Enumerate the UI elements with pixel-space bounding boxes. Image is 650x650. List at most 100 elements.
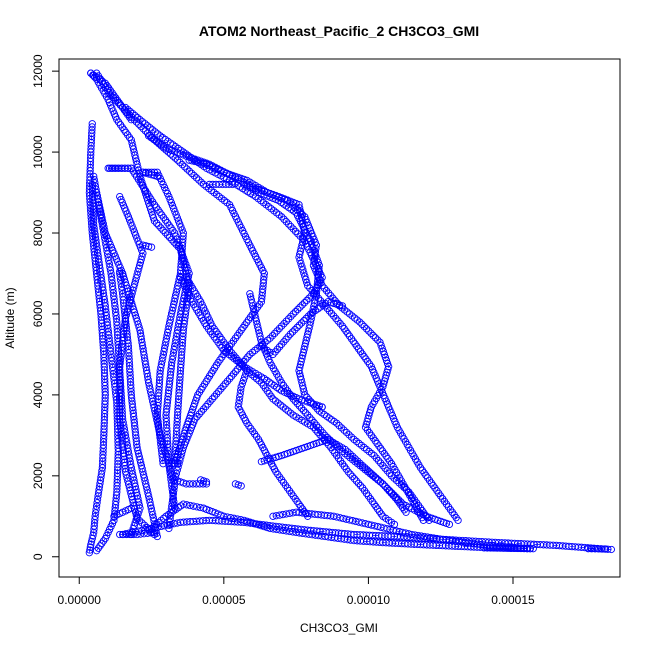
data-point bbox=[287, 222, 295, 231]
data-point bbox=[195, 176, 203, 184]
data-point bbox=[183, 501, 191, 509]
data-point bbox=[143, 529, 152, 537]
data-point bbox=[195, 410, 203, 418]
data-point bbox=[246, 350, 254, 359]
data-point bbox=[199, 180, 208, 189]
data-point bbox=[274, 399, 282, 407]
data-point bbox=[90, 175, 98, 184]
data-point bbox=[88, 123, 96, 131]
data-point bbox=[153, 172, 161, 181]
data-point bbox=[365, 447, 373, 456]
data-point bbox=[340, 306, 349, 314]
data-point bbox=[103, 82, 111, 90]
data-point bbox=[288, 328, 297, 336]
data-point bbox=[344, 468, 352, 476]
data-point bbox=[228, 349, 236, 357]
data-point bbox=[202, 402, 210, 411]
data-point bbox=[304, 312, 312, 320]
data-point bbox=[123, 530, 131, 539]
data-point bbox=[106, 86, 115, 95]
data-point bbox=[120, 106, 129, 114]
data-point bbox=[236, 389, 244, 398]
data-point bbox=[147, 529, 155, 537]
data-point bbox=[341, 445, 349, 454]
data-point bbox=[278, 322, 286, 330]
data-point bbox=[171, 460, 179, 468]
data-point bbox=[210, 392, 219, 401]
data-point bbox=[374, 505, 382, 513]
data-point bbox=[310, 254, 319, 263]
data-point bbox=[300, 299, 309, 307]
data-point bbox=[236, 359, 245, 367]
data-point bbox=[266, 334, 274, 342]
data-point bbox=[237, 482, 245, 490]
data-point bbox=[126, 530, 134, 539]
data-point bbox=[237, 386, 245, 394]
data-point bbox=[91, 512, 99, 520]
series-26-points bbox=[205, 180, 237, 189]
data-point bbox=[289, 395, 297, 403]
data-point bbox=[354, 479, 363, 487]
series-21-points bbox=[257, 435, 454, 529]
data-point bbox=[176, 245, 185, 253]
data-point bbox=[148, 126, 157, 134]
data-point bbox=[591, 545, 599, 553]
data-point bbox=[311, 248, 320, 256]
data-point bbox=[193, 503, 201, 511]
data-point bbox=[303, 278, 311, 287]
data-point bbox=[287, 312, 295, 321]
data-point bbox=[91, 509, 100, 517]
data-point bbox=[268, 332, 277, 340]
data-point bbox=[280, 320, 288, 328]
data-point bbox=[223, 513, 231, 521]
data-point bbox=[345, 431, 353, 439]
data-point bbox=[394, 496, 403, 504]
data-point bbox=[445, 520, 454, 529]
data-point bbox=[372, 474, 380, 482]
data-point bbox=[221, 380, 229, 388]
data-point bbox=[289, 225, 297, 233]
data-point bbox=[337, 424, 346, 432]
data-point bbox=[325, 307, 334, 315]
data-point bbox=[397, 498, 405, 506]
data-point bbox=[291, 326, 299, 334]
data-point bbox=[275, 324, 283, 333]
data-point bbox=[316, 431, 324, 439]
data-point bbox=[363, 466, 371, 474]
series-29-points bbox=[197, 476, 211, 486]
data-point bbox=[173, 460, 182, 468]
data-point bbox=[318, 281, 326, 290]
data-point bbox=[358, 320, 366, 328]
data-point bbox=[298, 301, 306, 309]
data-point bbox=[215, 387, 223, 395]
series-20-points bbox=[118, 516, 615, 554]
data-point bbox=[379, 462, 387, 470]
data-point bbox=[170, 238, 178, 246]
data-point bbox=[372, 454, 381, 462]
data-point bbox=[318, 403, 326, 411]
series-points bbox=[85, 69, 615, 557]
data-point bbox=[295, 321, 303, 329]
data-point bbox=[284, 333, 292, 341]
data-point bbox=[370, 500, 378, 508]
data-point bbox=[297, 404, 306, 412]
data-point bbox=[322, 287, 331, 295]
data-point bbox=[291, 397, 299, 405]
data-point bbox=[181, 163, 189, 171]
data-point bbox=[255, 377, 263, 385]
data-point bbox=[159, 226, 167, 234]
data-point bbox=[271, 329, 279, 338]
data-point bbox=[293, 399, 302, 408]
y-tick-label: 6000 bbox=[31, 300, 45, 327]
data-point bbox=[174, 243, 182, 251]
data-point bbox=[138, 519, 146, 527]
data-point bbox=[171, 472, 180, 481]
data-point bbox=[138, 118, 147, 126]
data-point bbox=[304, 411, 312, 419]
data-point bbox=[243, 366, 251, 375]
data-point bbox=[179, 500, 188, 508]
data-point bbox=[212, 390, 221, 398]
data-point bbox=[223, 377, 232, 385]
data-point bbox=[193, 412, 201, 421]
